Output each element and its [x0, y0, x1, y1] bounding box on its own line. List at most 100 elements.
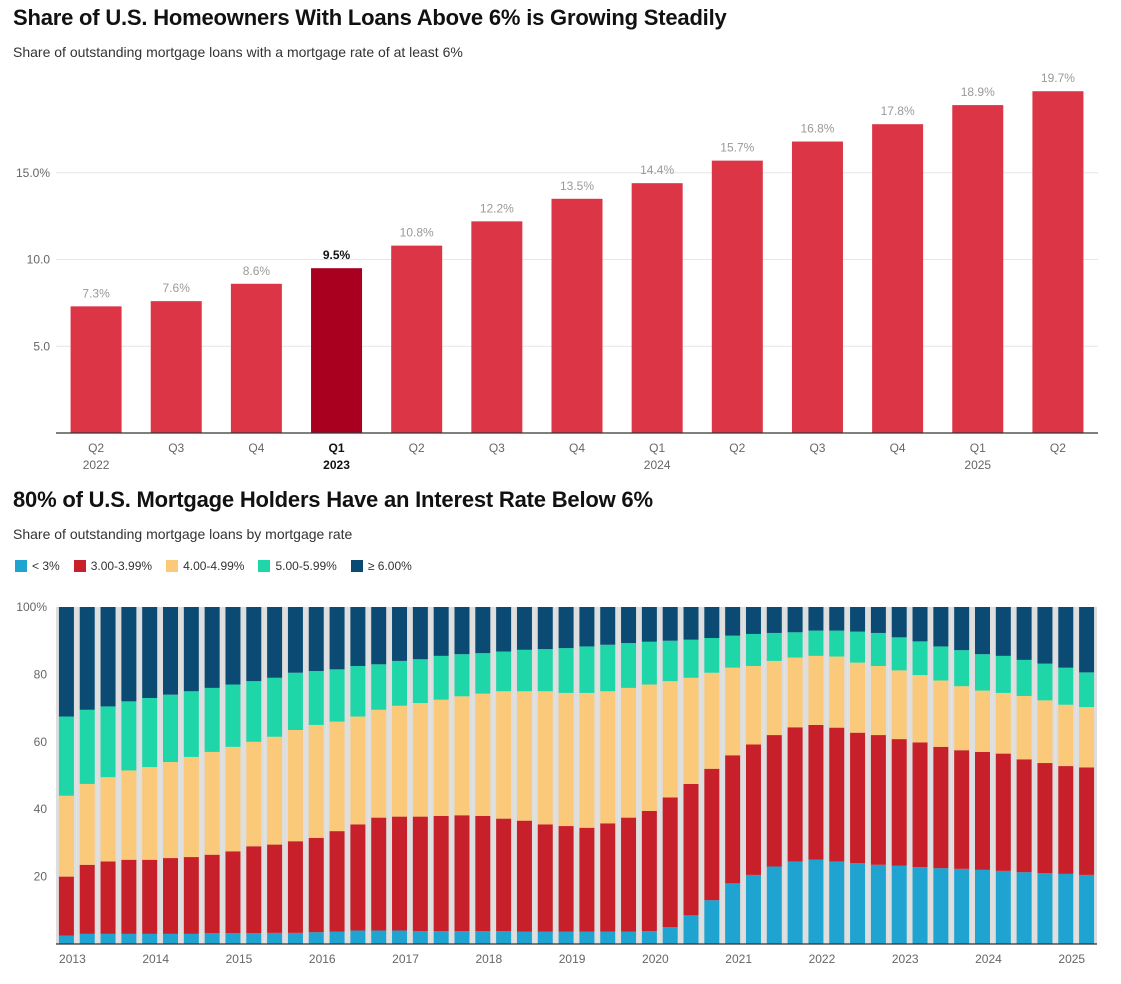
chart1-bar	[230, 283, 282, 433]
chart2-bar-segment	[704, 672, 720, 769]
chart2-ytick-label: 80	[34, 667, 48, 681]
chart2-bar-segment	[558, 607, 574, 649]
chart2-bar-segment	[662, 607, 678, 641]
chart2-bar-segment	[829, 630, 845, 657]
chart2-bar-segment	[121, 701, 137, 771]
chart2-bar-segment	[891, 670, 907, 740]
chart2-bar-segment	[267, 607, 283, 678]
chart2-bar-segment	[974, 869, 990, 944]
chart2-bar-segment	[454, 696, 470, 816]
chart2-bar-segment	[974, 654, 990, 691]
chart2-bar-segment	[121, 770, 137, 860]
chart2-bar-segment	[100, 933, 116, 944]
chart2-bar-segment	[933, 680, 949, 747]
chart2-bar-segment	[329, 607, 345, 670]
chart2-bar-segment	[912, 607, 928, 642]
chart2-bar-segment	[933, 746, 949, 869]
chart2-ytick-label: 20	[34, 870, 48, 884]
chart1-xtick-label: Q3	[489, 441, 505, 455]
chart2-bar-segment	[537, 824, 553, 932]
chart2-xtick-label: 2020	[642, 952, 669, 966]
chart2-bar-segment	[787, 632, 803, 658]
chart2-bar-segment	[995, 870, 1011, 944]
chart2-bar-segment	[142, 859, 158, 934]
chart2-bar-segment	[954, 607, 970, 651]
chart2-bar-segment	[787, 607, 803, 633]
chart2-bar-segment	[1058, 766, 1074, 874]
chart2-bar-segment	[1016, 695, 1032, 760]
chart2-bar-segment	[475, 931, 491, 944]
chart1-bar	[311, 268, 363, 433]
chart2-bar-segment	[475, 653, 491, 694]
chart2-bar-segment	[621, 607, 637, 644]
chart2-bar-segment	[350, 824, 366, 931]
chart2-bar-segment	[850, 607, 866, 632]
chart2-bar-segment	[433, 815, 449, 932]
chart2-bar-segment	[267, 932, 283, 944]
chart2-bar-segment	[454, 931, 470, 944]
chart2-bar-segment	[558, 826, 574, 932]
chart1-xtick-label: Q3	[168, 441, 184, 455]
chart2-bar-segment	[142, 933, 158, 944]
chart2-xtick-label: 2025	[1058, 952, 1085, 966]
chart2-bar-segment	[371, 817, 387, 931]
chart2-bar-segment	[725, 755, 741, 884]
chart2-bar-segment	[579, 827, 595, 932]
chart1-data-label: 14.4%	[640, 163, 674, 177]
chart1-data-label: 7.6%	[163, 281, 191, 295]
chart2-title: 80% of U.S. Mortgage Holders Have an Int…	[13, 487, 653, 512]
chart1-bar	[952, 105, 1004, 433]
chart1-data-label: 15.7%	[720, 141, 754, 155]
chart2-bar-segment	[371, 607, 387, 665]
chart2-bar-segment	[1058, 607, 1074, 668]
chart1-data-label: 13.5%	[560, 179, 594, 193]
legend-swatch	[166, 560, 179, 572]
chart1-xtick-label: Q2	[729, 441, 745, 455]
chart2-bar-segment	[662, 681, 678, 798]
legend-swatch	[73, 560, 86, 572]
legend-item: 5.00-5.99%	[258, 559, 337, 573]
chart2-bar-segment	[58, 795, 74, 877]
chart2-bar-segment	[745, 744, 761, 875]
chart2-bar-segment	[1058, 873, 1074, 944]
chart2-bar-segment	[204, 854, 220, 934]
chart2-bar-segment	[787, 861, 803, 944]
chart1-subtitle: Share of outstanding mortgage loans with…	[13, 44, 463, 60]
chart2-bar-segment	[496, 691, 512, 819]
chart1-data-label: 12.2%	[480, 201, 514, 215]
chart2-xtick-label: 2018	[475, 952, 502, 966]
chart2-bar-segment	[683, 677, 699, 784]
chart2-bar-segment	[766, 735, 782, 867]
chart2-ytick-label: 60	[34, 735, 48, 749]
chart2-bar-segment	[954, 750, 970, 869]
chart2-bar-segment	[267, 677, 283, 737]
chart2-bar-segment	[287, 730, 303, 842]
chart2-bar-segment	[100, 861, 116, 934]
chart2-legend: < 3% 3.00-3.99% 4.00-4.99% 5.00-5.99% ≥ 6.00…	[15, 559, 412, 573]
chart2-bar-segment	[204, 687, 220, 752]
chart2-bar-segment	[496, 931, 512, 944]
chart2-bar-segment	[850, 732, 866, 864]
chart2-bar-segment	[1016, 607, 1032, 660]
chart2-bar-segment	[725, 607, 741, 636]
chart2-bar-segment	[246, 846, 262, 934]
chart1-ytick-label: 5.0	[33, 339, 50, 353]
chart2-bar-segment	[808, 859, 824, 944]
chart2-bar-segment	[433, 607, 449, 656]
chart2-bar-segment	[766, 632, 782, 661]
chart2-bar-segment	[891, 607, 907, 638]
chart1-xtick-label: Q1	[970, 441, 986, 455]
chart1-xtick-label: Q4	[890, 441, 906, 455]
chart2-bar-segment	[329, 669, 345, 722]
chart2-bar-segment	[850, 631, 866, 663]
chart2-bar-segment	[225, 684, 241, 747]
chart2-xtick-label: 2014	[142, 952, 169, 966]
chart2-bar-segment	[163, 933, 179, 944]
chart1-xtick-year: 2022	[83, 458, 110, 472]
chart2-bar-segment	[142, 767, 158, 860]
chart2-xtick-label: 2015	[226, 952, 253, 966]
chart2-bar-segment	[1079, 607, 1095, 673]
chart2-bar-segment	[621, 687, 637, 818]
chart1-bar	[791, 141, 843, 433]
chart1-xtick-label: Q3	[809, 441, 825, 455]
